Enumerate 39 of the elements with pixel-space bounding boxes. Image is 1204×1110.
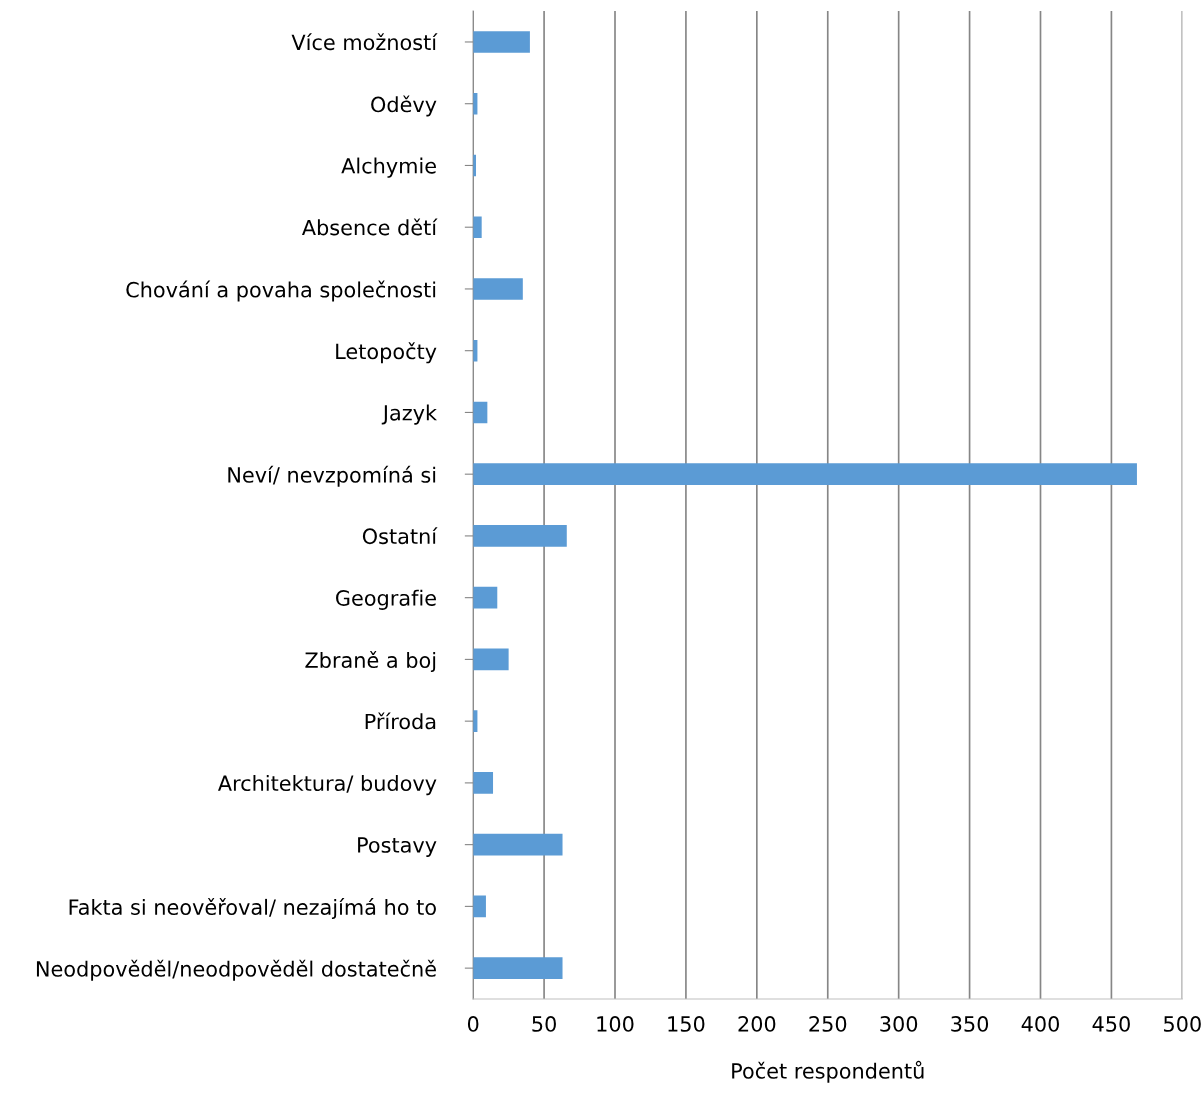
- y-tick-label: Více možností: [291, 33, 438, 51]
- y-tick-label: Chování a povaha společnosti: [126, 280, 436, 302]
- y-tick-label: Alchymie: [341, 157, 436, 178]
- bar: [473, 772, 494, 794]
- x-tick-label: 400: [1021, 1016, 1059, 1032]
- y-tick-label: Postavy: [358, 837, 437, 857]
- x-tick-label: 500: [1164, 1016, 1201, 1032]
- y-tick-label: Ostatní: [362, 527, 438, 545]
- y-tick-label: Příroda: [365, 712, 436, 730]
- bar: [473, 278, 523, 300]
- y-tick-label: Architektura/ budovy: [217, 774, 437, 796]
- y-tick-label: Jazyk: [381, 404, 437, 425]
- y-tick-label: Geografie: [336, 589, 436, 610]
- y-tick-label: Zbraně a boj: [305, 651, 436, 673]
- bar: [473, 648, 509, 671]
- bar: [473, 833, 563, 856]
- x-tick-label: 250: [809, 1016, 847, 1032]
- x-tick-label: 100: [597, 1016, 634, 1032]
- x-tick-label: 450: [1092, 1016, 1130, 1032]
- x-tick-label: 300: [880, 1016, 918, 1032]
- x-tick-label: 150: [668, 1016, 705, 1032]
- bar: [473, 957, 563, 979]
- bar: [473, 463, 1137, 485]
- bar: [473, 895, 486, 918]
- y-tick-label: Letopočty: [336, 342, 437, 364]
- y-tick-label: Fakta si neověřoval/ nezajímá ho to: [69, 898, 436, 920]
- bar: [473, 525, 567, 547]
- x-axis-title: Počet respondentů: [732, 1060, 924, 1083]
- y-tick-label: Oděvy: [371, 95, 437, 117]
- bar: [473, 216, 482, 239]
- x-tick-label: 350: [951, 1016, 989, 1032]
- x-tick-label: 50: [532, 1016, 556, 1032]
- bar: [473, 586, 498, 609]
- y-tick-label: Neví/ nevzpomíná si: [228, 465, 436, 487]
- bar: [473, 31, 530, 53]
- x-tick-label: 200: [738, 1016, 776, 1032]
- y-tick-label: Absence dětí: [301, 218, 438, 236]
- y-tick-label: Neodpověděl/neodpověděl dostatečně: [36, 959, 436, 981]
- x-tick-label: 0: [467, 1016, 479, 1032]
